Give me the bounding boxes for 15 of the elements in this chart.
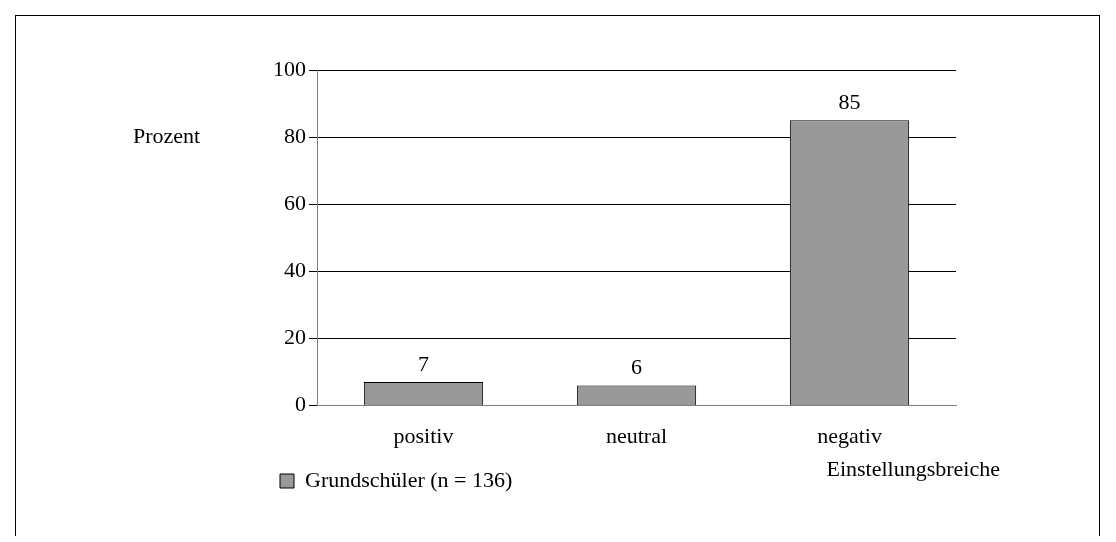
y-axis-title: Prozent bbox=[133, 122, 201, 148]
y-tick-label: 80 bbox=[284, 122, 306, 148]
y-tick-label: 100 bbox=[273, 55, 306, 81]
y-tick-label: 60 bbox=[284, 190, 306, 216]
x-axis-title: Einstellungsbreiche bbox=[826, 455, 1000, 481]
x-tick-label: neutral bbox=[605, 422, 668, 448]
y-tick-label: 20 bbox=[284, 324, 306, 350]
data-label: 6 bbox=[631, 354, 642, 380]
legend-label: Grundschüler (n = 136) bbox=[305, 466, 513, 492]
x-tick-label: positiv bbox=[393, 422, 454, 448]
data-label: 7 bbox=[418, 350, 429, 376]
x-tick-label: negativ bbox=[817, 422, 882, 448]
data-label: 85 bbox=[838, 89, 861, 115]
y-tick-label: 40 bbox=[284, 257, 306, 283]
y-tick-label: 0 bbox=[295, 391, 306, 417]
